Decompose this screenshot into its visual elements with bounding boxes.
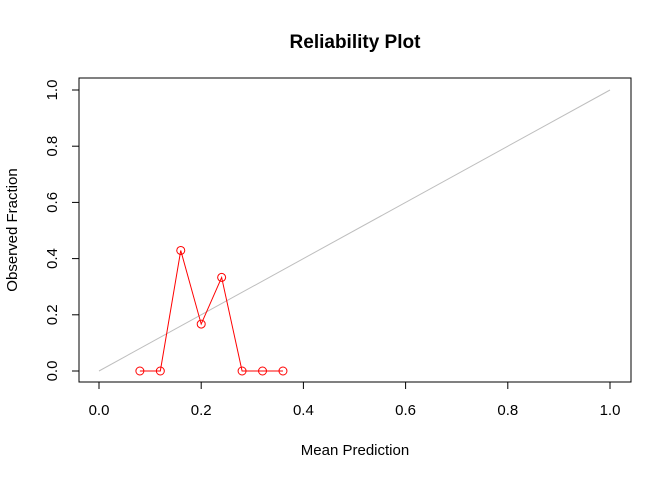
data-point xyxy=(258,366,268,376)
y-tick-label: 0.4 xyxy=(44,248,61,269)
y-tick-label: 0.8 xyxy=(44,136,61,157)
y-axis-label: Observed Fraction xyxy=(4,168,21,291)
diagonal-reference-line xyxy=(98,89,611,372)
x-tick-label: 0.4 xyxy=(293,402,314,419)
data-point xyxy=(237,366,247,376)
data-point xyxy=(176,245,186,255)
data-point xyxy=(217,272,227,282)
x-tick-label: 0.0 xyxy=(89,402,110,419)
x-axis-label: Mean Prediction xyxy=(301,442,409,459)
x-tick-label: 0.2 xyxy=(191,402,212,419)
y-axis: 0.0 0.2 0.4 0.6 0.8 1.0 xyxy=(44,80,80,382)
x-tick-label: 0.8 xyxy=(497,402,518,419)
x-tick-label: 0.6 xyxy=(395,402,416,419)
y-tick-label: 0.2 xyxy=(44,304,61,325)
chart-title: Reliability Plot xyxy=(290,32,422,53)
series-layer xyxy=(135,245,288,376)
data-point xyxy=(155,366,165,376)
data-point xyxy=(196,319,206,329)
data-point xyxy=(278,366,288,376)
y-tick-label: 1.0 xyxy=(44,80,61,101)
y-tick-label: 0.6 xyxy=(44,192,61,213)
x-axis: 0.0 0.2 0.4 0.6 0.8 1.0 xyxy=(89,381,621,419)
y-tick-label: 0.0 xyxy=(44,361,61,382)
series-line xyxy=(139,250,283,372)
data-point xyxy=(135,366,145,376)
x-tick-label: 1.0 xyxy=(600,402,621,419)
